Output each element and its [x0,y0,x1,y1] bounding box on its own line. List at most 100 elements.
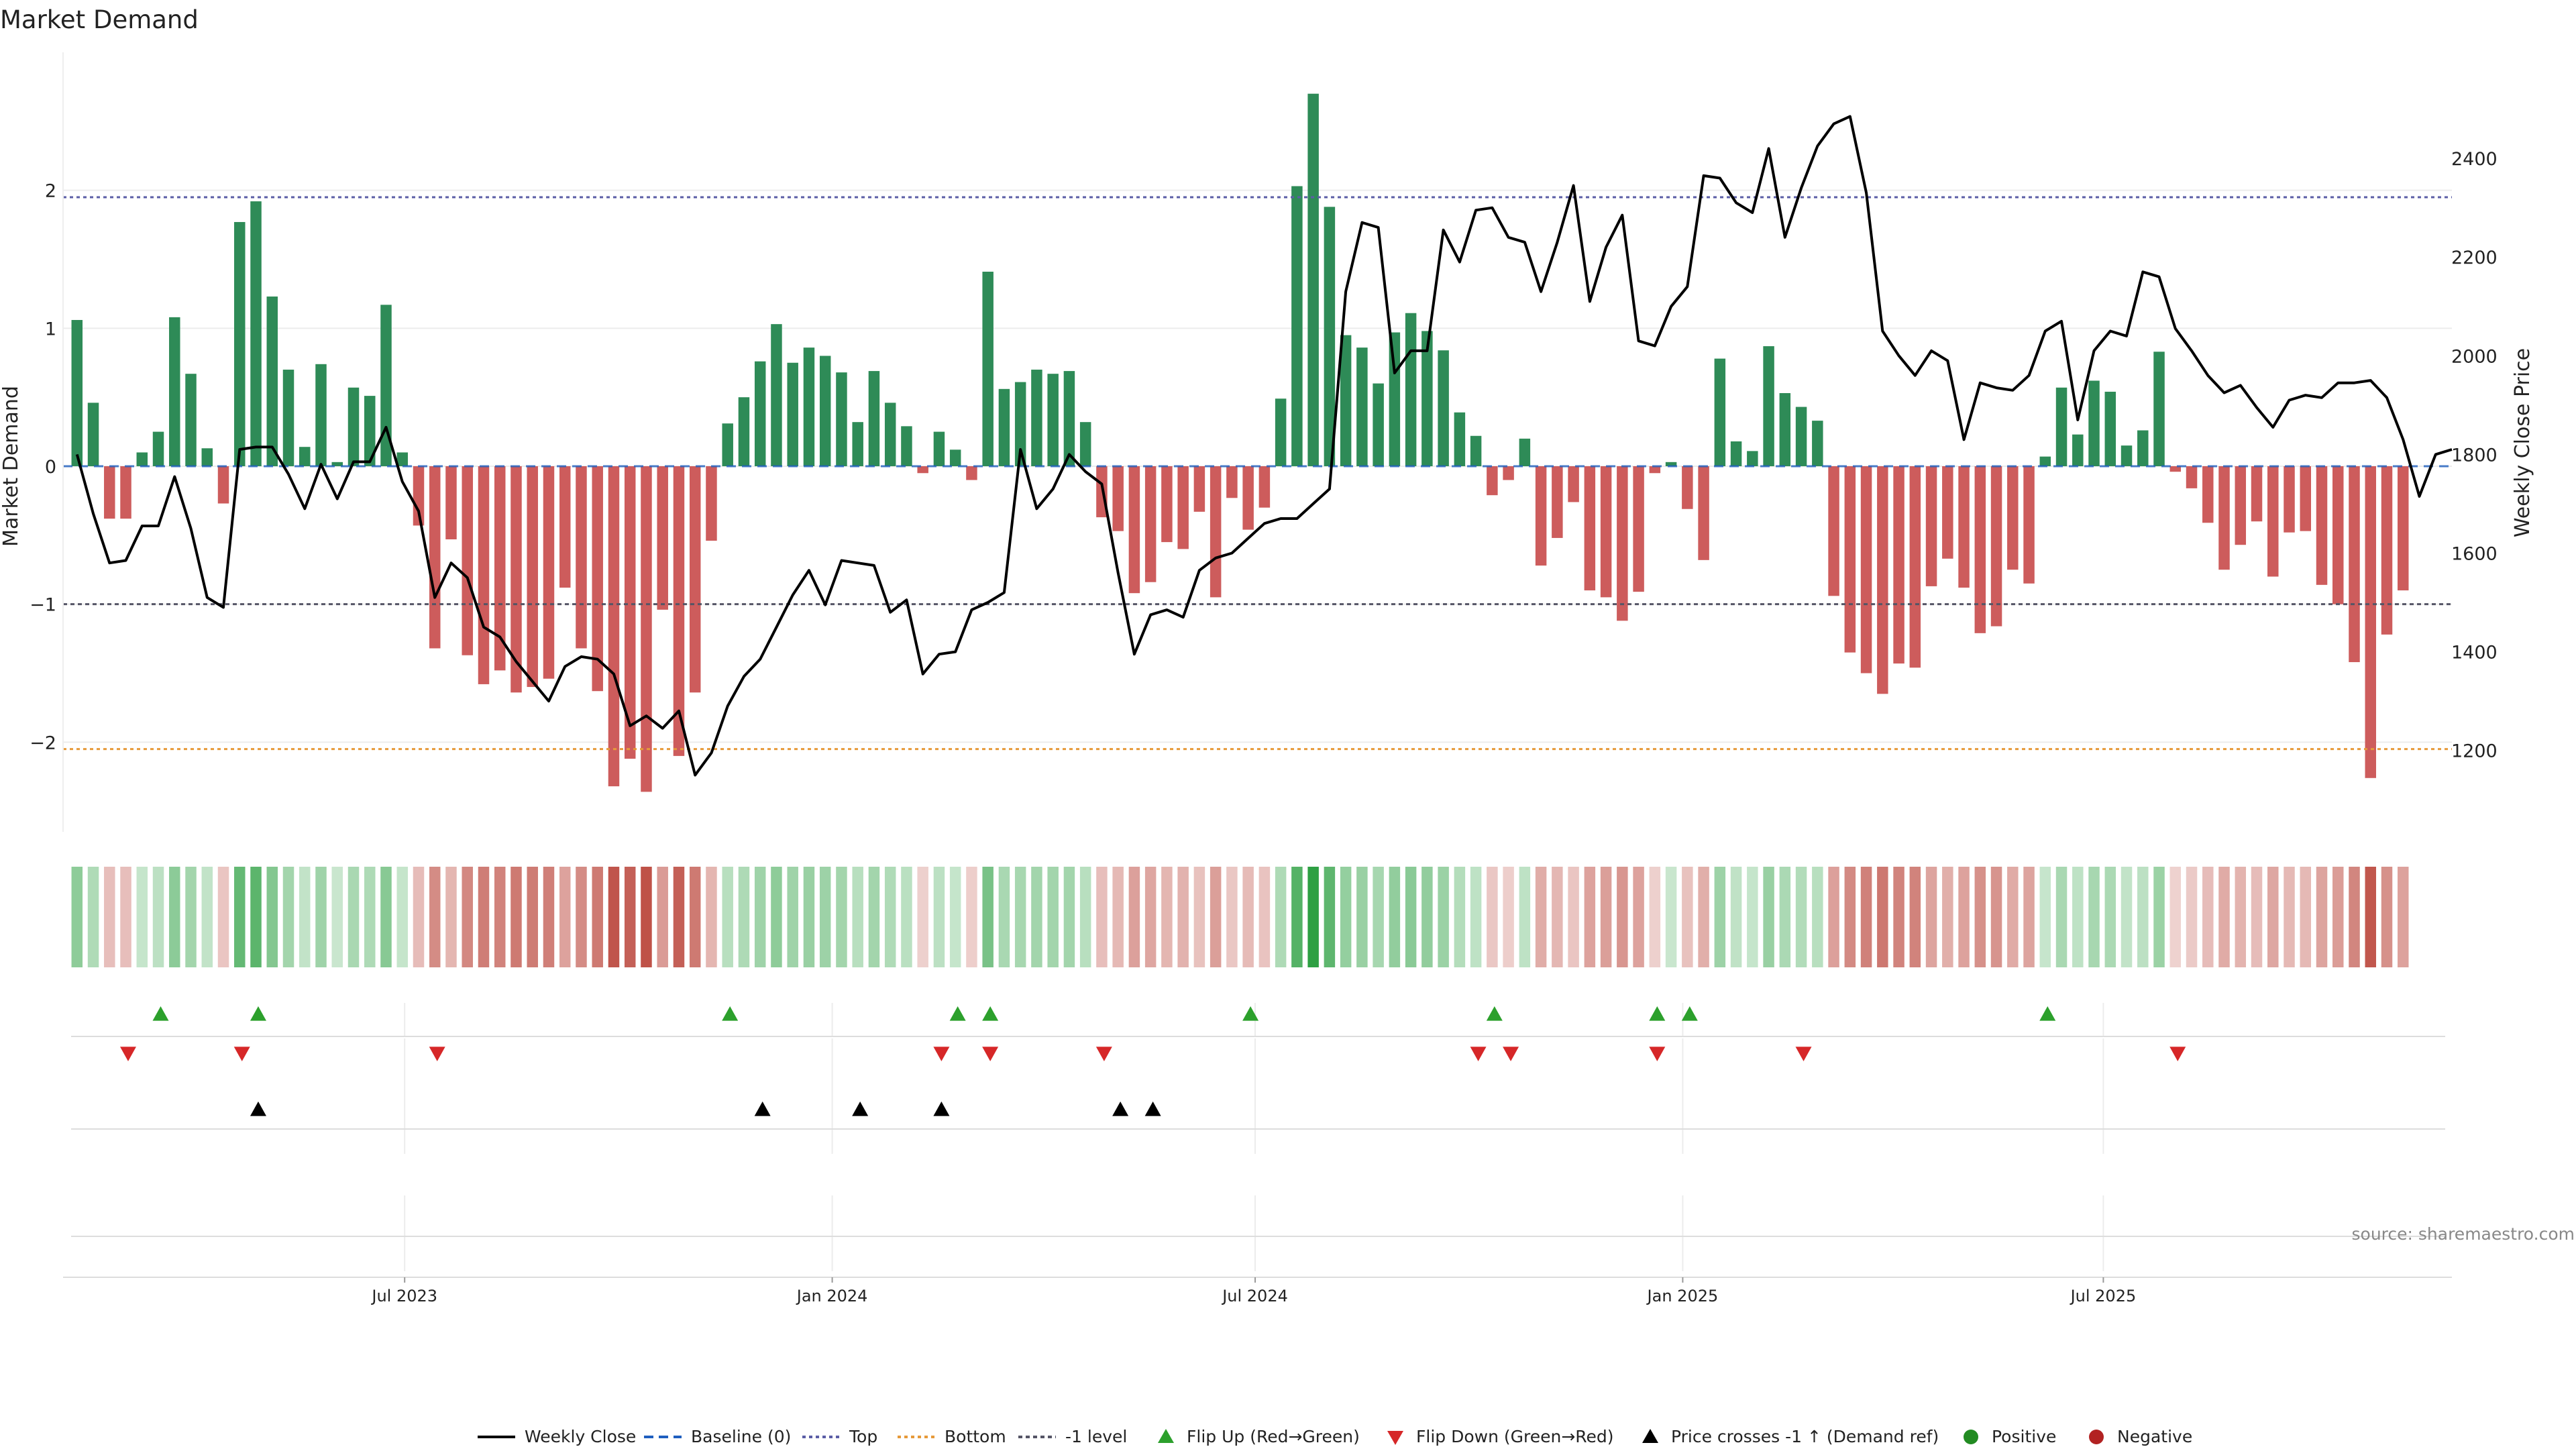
heat-strip-cell [1438,867,1449,967]
heat-strip-cell [1487,867,1498,967]
demand-bar [429,466,441,649]
demand-bar [819,356,831,466]
demand-bar [201,448,213,466]
flip-down-marker [233,1046,250,1061]
demand-bar [1909,466,1921,668]
heat-strip-cell [1421,867,1433,967]
price-line-layer [75,115,2453,777]
heat-strip-cell [1844,867,1856,967]
y2-tick-label: 1200 [2451,741,2498,762]
heat-strip-cell [1112,867,1124,967]
heat-strip-cell [803,867,815,967]
heat-strip-cell [1600,867,1612,967]
heat-strip-cell [1958,867,1970,967]
demand-bar [1063,371,1075,466]
heat-strip-cell [396,867,408,967]
heat-strip-cell [1161,867,1173,967]
demand-bar [673,466,685,756]
demand-bar [364,396,376,466]
demand-bar [1373,383,1384,466]
heat-strip-cell [1779,867,1791,967]
heat-strip-cell [1568,867,1579,967]
heat-strip-cell [1128,867,1140,967]
demand-bar [1877,466,1888,694]
demand-bar [1047,374,1059,466]
demand-bar [722,423,733,466]
heat-strip-cell [901,867,912,967]
demand-bar [347,387,360,466]
x-tick-label: Jul 2023 [370,1287,437,1305]
heat-strip-cell [413,867,425,967]
demand-bar [1552,466,1563,538]
demand-bar [2332,466,2344,604]
heat-strip-cell [1795,867,1807,967]
legend-label: Positive [1992,1427,2056,1446]
heat-strip-cell [2235,867,2247,967]
demand-bar [1405,313,1417,466]
demand-bar [949,449,961,466]
demand-bar [445,466,457,539]
heat-strip-cell [2365,867,2377,967]
demand-bar [689,466,701,693]
flip-up-marker [152,1006,169,1021]
heat-strip-cell [2218,867,2230,967]
heat-strip-cell [722,867,733,967]
flip-down-marker [1795,1046,1812,1061]
heat-strip-cell [2072,867,2084,967]
flip-up-marker [982,1006,999,1021]
demand-bar [2235,466,2247,545]
heat-strip-cell [1405,867,1417,967]
heat-strip-cell [819,867,831,967]
price-cross-marker [1144,1102,1161,1116]
y-tick-label: −1 [30,595,56,616]
heat-strip-cell [982,867,994,967]
heat-strip-cell [2332,867,2344,967]
demand-bar [917,466,928,474]
legend-swatch [2089,1430,2104,1444]
demand-bar [1974,466,1986,633]
heat-strip-cell [1258,867,1271,967]
heat-strip-cell [1535,867,1547,967]
demand-bar [2218,466,2230,570]
demand-bar [2121,445,2133,466]
heat-strip-cell [1291,867,1303,967]
axes: −2 −1 0 1 2 1200 1400 1600 1800 2000 2200 2400 [30,52,2498,832]
heat-strip-cell [217,867,229,967]
demand-bar [1226,466,1238,498]
reference-levels [63,196,2452,751]
demand-bar [1177,466,1189,549]
demand-bar [266,297,278,466]
heat-strip-cell [1974,867,1986,967]
demand-bar [1714,358,1726,466]
heat-strip-cell [641,867,652,967]
heat-strip-cell [1275,867,1287,967]
x-tick-label: Jan 2024 [796,1287,868,1305]
legend-label: Bottom [945,1427,1006,1446]
heat-strip-cell [949,867,961,967]
demand-bar [462,466,473,655]
heat-strip-cell [169,867,180,967]
heat-strip-cell [1617,867,1628,967]
demand-bar [1763,346,1774,466]
flip-up-marker [1681,1006,1698,1021]
heat-strip-cell [136,867,148,967]
demand-bar [933,431,945,466]
heat-strip-cell [1584,867,1596,967]
flip-down-marker [2169,1046,2186,1061]
demand-bar [998,388,1010,466]
heat-strip-cell [201,867,213,967]
heat-strip-cell [852,867,863,967]
demand-bar [2088,380,2100,466]
demand-bar [1519,438,1531,466]
demand-bar [738,397,750,466]
demand-bar [1958,466,1970,588]
demand-bar [2055,387,2068,466]
heat-strip-cell [2300,867,2312,967]
flip-down-marker [1503,1046,1519,1061]
heat-strip-cell [120,867,131,967]
heat-strip-cell [2039,867,2051,967]
heat-strip-cell [1356,867,1368,967]
y-tick-label: 0 [45,457,56,478]
demand-bar [185,374,197,466]
heat-strip-cell [1860,867,1872,967]
